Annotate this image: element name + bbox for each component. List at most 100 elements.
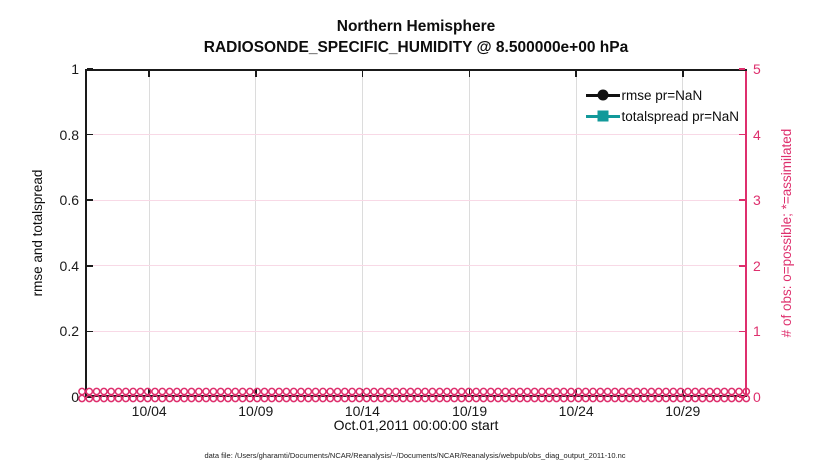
obs-possible-marker bbox=[720, 387, 729, 396]
vertical-gridline bbox=[575, 69, 577, 397]
obs-possible-marker bbox=[559, 394, 568, 403]
obs-possible-marker bbox=[267, 394, 276, 403]
right-y-tick-label: 3 bbox=[753, 192, 761, 209]
obs-possible-marker bbox=[567, 394, 575, 403]
square-marker-icon bbox=[597, 110, 609, 122]
obs-possible-marker bbox=[516, 394, 524, 403]
obs-possible-marker bbox=[523, 394, 532, 403]
legend-line-sample bbox=[585, 110, 620, 122]
obs-possible-marker bbox=[486, 387, 495, 396]
left-y-axis-label: rmse and totalspread bbox=[30, 169, 45, 297]
obs-possible-marker bbox=[676, 387, 685, 396]
obs-possible-marker bbox=[662, 387, 670, 396]
obs-possible-marker bbox=[224, 387, 232, 396]
obs-possible-marker bbox=[289, 394, 298, 403]
legend-item-label: rmse pr=NaN bbox=[621, 88, 703, 103]
obs-possible-marker bbox=[238, 394, 247, 403]
obs-possible-marker bbox=[209, 394, 218, 403]
obs-possible-marker bbox=[457, 394, 466, 403]
data-file-footnote: data file: /Users/gharamti/Documents/NCA… bbox=[204, 451, 626, 460]
top-axis-line bbox=[85, 69, 747, 71]
obs-possible-marker bbox=[289, 387, 298, 396]
obs-possible-marker bbox=[581, 394, 590, 403]
obs-possible-marker bbox=[231, 387, 240, 396]
obs-possible-marker bbox=[501, 394, 510, 403]
obs-possible-marker bbox=[443, 387, 451, 396]
obs-possible-marker bbox=[348, 394, 356, 403]
obs-possible-marker bbox=[727, 387, 736, 396]
obs-possible-marker bbox=[297, 394, 305, 403]
right-tick bbox=[739, 68, 746, 70]
top-tick bbox=[575, 70, 577, 77]
obs-possible-marker bbox=[355, 387, 364, 396]
obs-possible-marker bbox=[705, 394, 714, 403]
legend-line-sample bbox=[585, 89, 620, 101]
obs-possible-marker bbox=[589, 394, 597, 403]
obs-possible-marker bbox=[260, 394, 269, 403]
obs-possible-marker bbox=[450, 394, 459, 403]
left-y-tick-label: 0.2 bbox=[59, 323, 79, 340]
obs-possible-marker bbox=[611, 394, 619, 403]
obs-possible-marker bbox=[691, 387, 700, 396]
obs-possible-marker bbox=[224, 394, 232, 403]
circle-marker-icon bbox=[597, 89, 609, 101]
obs-possible-marker bbox=[187, 387, 196, 396]
obs-possible-marker bbox=[647, 394, 656, 403]
top-tick bbox=[361, 70, 364, 77]
left-axis-line bbox=[85, 69, 87, 397]
obs-possible-marker bbox=[713, 387, 721, 396]
obs-possible-marker bbox=[319, 387, 327, 396]
chart-title-line1: Northern Hemisphere bbox=[336, 18, 496, 35]
obs-possible-marker bbox=[348, 387, 356, 396]
x-axis-label: Oct.01,2011 00:00:00 start bbox=[333, 417, 499, 433]
obs-possible-marker bbox=[173, 394, 181, 403]
left-tick bbox=[86, 199, 93, 201]
obs-possible-marker bbox=[136, 387, 145, 396]
obs-possible-marker bbox=[676, 394, 685, 403]
x-tick-label: 10/19 bbox=[452, 403, 488, 419]
obs-possible-marker bbox=[501, 387, 510, 396]
obs-possible-marker bbox=[472, 394, 481, 403]
obs-possible-marker bbox=[450, 387, 459, 396]
bottom-tick bbox=[468, 389, 471, 396]
obs-possible-marker bbox=[304, 387, 313, 396]
obs-count-markers bbox=[78, 387, 751, 403]
obs-possible-marker bbox=[209, 387, 218, 396]
left-tick bbox=[86, 133, 93, 136]
vertical-gridline bbox=[255, 69, 257, 397]
obs-possible-marker bbox=[742, 394, 751, 403]
obs-possible-marker bbox=[275, 394, 283, 403]
obs-possible-marker bbox=[428, 387, 437, 396]
top-tick bbox=[148, 70, 150, 77]
horizontal-gridline bbox=[85, 199, 747, 201]
obs-possible-marker bbox=[311, 387, 320, 396]
left-y-tick-label: 0.6 bbox=[59, 192, 79, 209]
obs-possible-marker bbox=[406, 394, 415, 403]
x-tick-label: 10/04 bbox=[131, 403, 167, 419]
obs-possible-marker bbox=[538, 387, 546, 396]
obs-possible-marker bbox=[421, 394, 429, 403]
obs-possible-marker bbox=[121, 387, 130, 396]
obs-possible-marker bbox=[370, 394, 378, 403]
obs-possible-marker bbox=[603, 387, 612, 396]
obs-possible-marker bbox=[129, 387, 137, 396]
obs-possible-marker bbox=[559, 387, 568, 396]
obs-possible-marker bbox=[311, 394, 320, 403]
obs-possible-marker bbox=[129, 394, 137, 403]
obs-possible-marker bbox=[684, 394, 692, 403]
obs-possible-marker bbox=[143, 387, 152, 396]
obs-possible-marker bbox=[567, 387, 575, 396]
obs-possible-marker bbox=[355, 394, 364, 403]
obs-possible-marker bbox=[377, 387, 386, 396]
obs-possible-marker bbox=[231, 394, 240, 403]
obs-possible-marker bbox=[246, 394, 254, 403]
obs-possible-marker bbox=[238, 387, 247, 396]
obs-possible-marker bbox=[640, 394, 648, 403]
left-tick bbox=[86, 265, 93, 267]
right-tick bbox=[739, 199, 746, 201]
obs-possible-marker bbox=[92, 394, 101, 403]
obs-possible-marker bbox=[698, 387, 707, 396]
left-tick bbox=[86, 330, 93, 333]
horizontal-gridline bbox=[85, 134, 747, 136]
obs-possible-marker bbox=[304, 394, 313, 403]
